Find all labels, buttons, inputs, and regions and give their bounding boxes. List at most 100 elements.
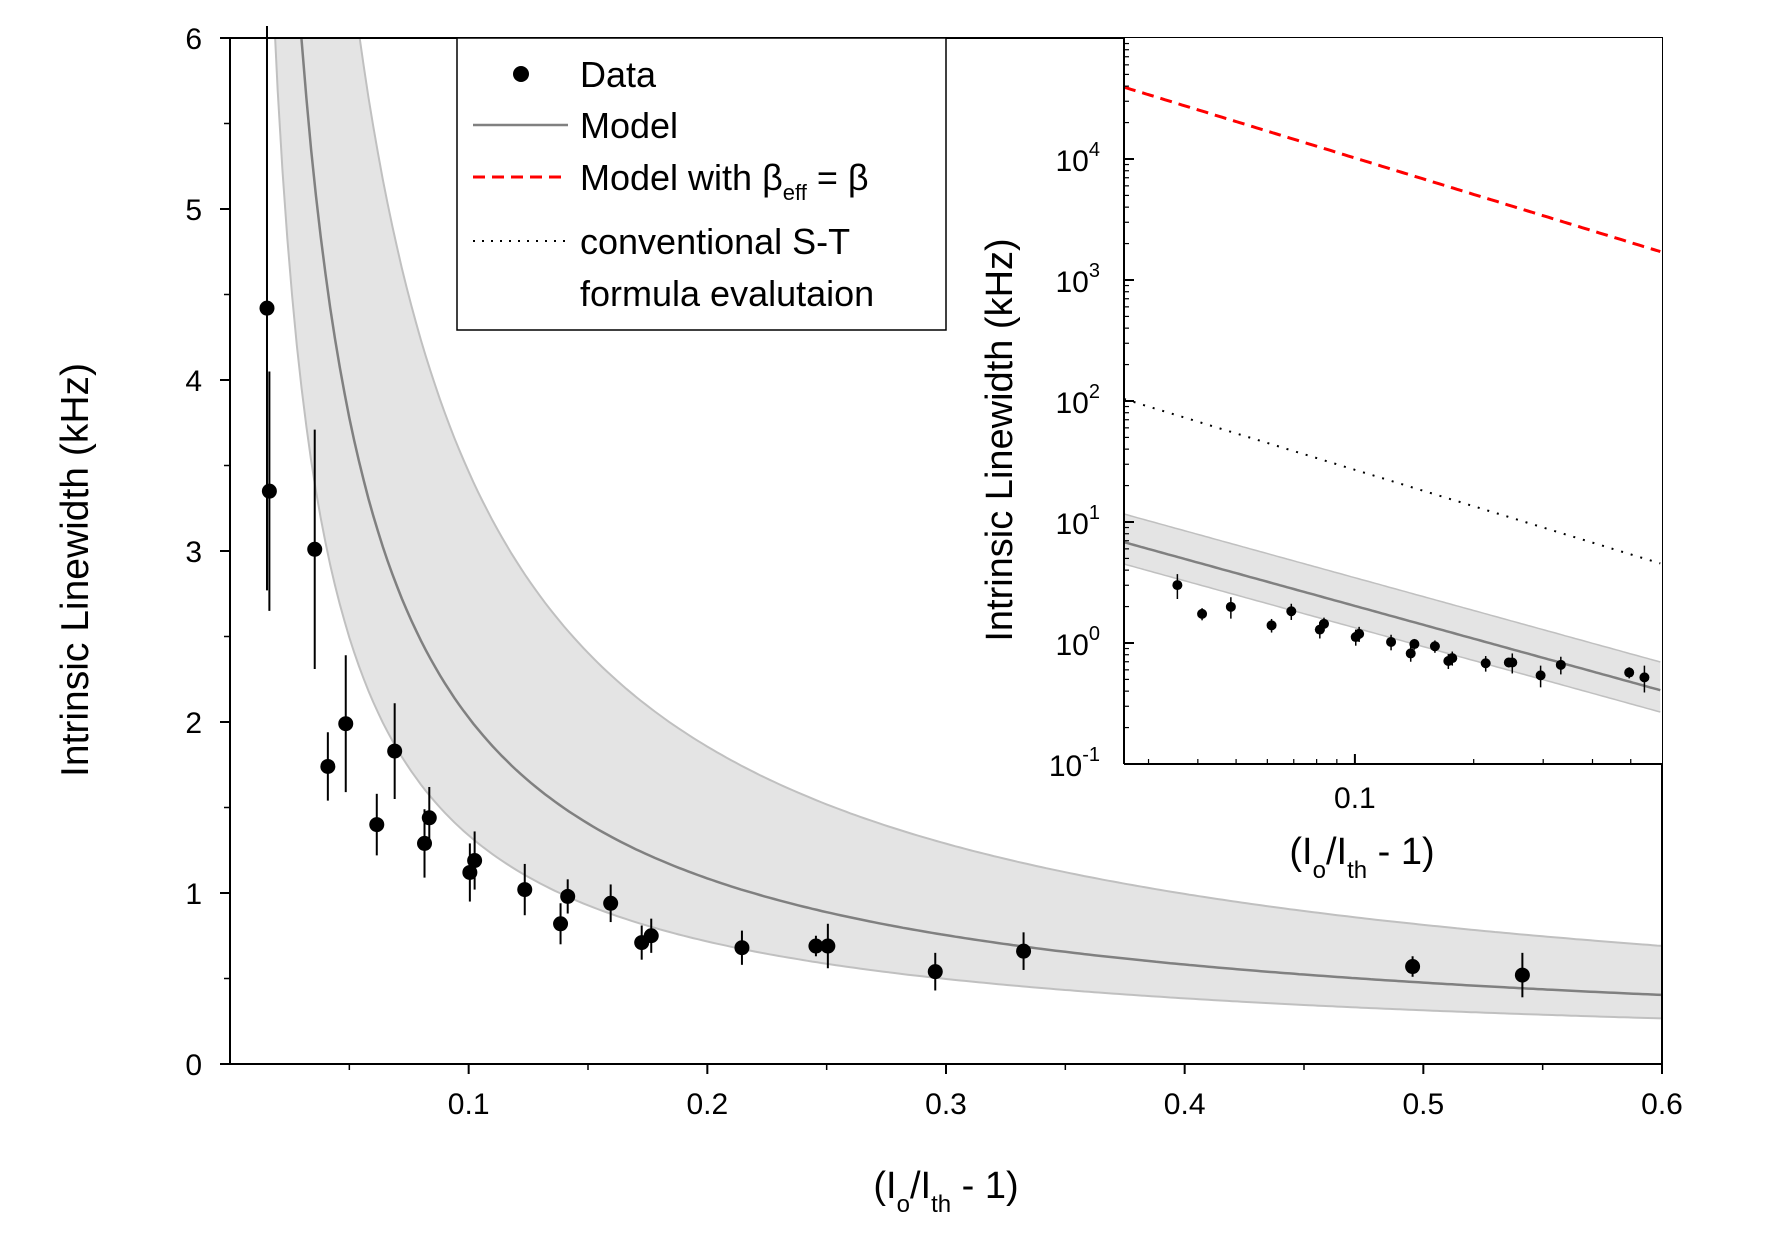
data-marker xyxy=(1405,959,1421,975)
data-point xyxy=(467,831,483,890)
inset-data-point xyxy=(1447,651,1458,666)
data-marker xyxy=(927,964,943,980)
inset-data-point xyxy=(1197,608,1208,621)
data-marker xyxy=(417,835,433,851)
data-marker xyxy=(387,743,403,759)
legend-label-st-line1: conventional S-T xyxy=(580,221,850,262)
data-marker xyxy=(462,864,478,880)
data-marker xyxy=(320,758,336,774)
inset-data-marker xyxy=(1507,657,1518,668)
inset-data-point xyxy=(1507,653,1518,674)
data-point xyxy=(1514,952,1530,998)
inset-data-point xyxy=(1172,574,1183,600)
x-tick-label: 0.6 xyxy=(1641,1088,1683,1121)
inset-x-tick-label: 0.1 xyxy=(1334,782,1376,815)
x-tick-label: 0.1 xyxy=(448,1088,490,1121)
legend-label-model: Model xyxy=(580,105,678,146)
data-point xyxy=(643,918,659,953)
x-tick-label: 0.3 xyxy=(925,1088,967,1121)
data-point xyxy=(307,429,323,669)
inset-data-point xyxy=(1386,634,1397,651)
inset-data-marker xyxy=(1354,628,1365,639)
data-marker xyxy=(421,810,437,826)
data-marker xyxy=(307,541,323,557)
data-point xyxy=(1405,956,1421,977)
main-y-axis-label: Intrinsic Linewidth (kHz) xyxy=(54,363,97,777)
data-marker xyxy=(808,938,824,954)
inset-data-point xyxy=(1555,656,1566,675)
data-marker xyxy=(1016,943,1032,959)
inset-series-st-formula xyxy=(1124,398,1661,565)
inset-data-marker xyxy=(1318,618,1329,629)
inset-data-marker xyxy=(1624,667,1635,678)
data-point xyxy=(927,952,943,991)
inset-series xyxy=(1124,85,1661,565)
main-y-axis: 0 1 2 3 4 5 6 xyxy=(185,23,230,1082)
band-upper-edge xyxy=(358,38,1662,947)
data-point xyxy=(421,786,437,849)
y-tick-label: 6 xyxy=(185,23,202,56)
y-tick-label: 0 xyxy=(185,1049,202,1082)
data-point xyxy=(259,26,275,591)
inset-y-tick-label: 104 xyxy=(1056,139,1101,178)
model-uncertainty-band xyxy=(274,38,1662,1020)
inset-y-axis-label: Intrinsic Linewidth (kHz) xyxy=(979,238,1021,641)
inset-y-tick-label: 101 xyxy=(1056,502,1101,541)
data-marker xyxy=(553,916,569,932)
data-point xyxy=(820,923,836,969)
inset-band-fill xyxy=(1124,514,1661,712)
inset-data-point xyxy=(1639,665,1650,693)
x-tick-label: 0.4 xyxy=(1164,1088,1206,1121)
data-marker xyxy=(517,882,533,898)
inset-y-axis: 10-1 100 101 102 103 104 xyxy=(1049,42,1134,783)
inset-data-marker xyxy=(1225,601,1236,612)
legend-frame xyxy=(456,37,947,331)
inset-data-point xyxy=(1480,656,1491,672)
data-marker xyxy=(560,888,576,904)
inset-data-marker xyxy=(1197,608,1208,619)
data-point xyxy=(462,843,478,902)
data-marker xyxy=(369,817,385,833)
inset-x-axis-label: (Io/Ith - 1) xyxy=(1289,831,1434,884)
inset-model-line xyxy=(1124,540,1661,692)
data-point xyxy=(261,371,277,611)
data-marker xyxy=(820,938,836,954)
inset-data-marker xyxy=(1429,641,1440,652)
y-tick-label: 1 xyxy=(185,878,202,911)
data-marker xyxy=(338,716,354,732)
inset-plot: 0.1 10-1 100 101 102 103 104 Intrinsic Linewi… xyxy=(979,38,1662,884)
data-point xyxy=(603,884,619,923)
inset-data-point xyxy=(1409,638,1420,650)
data-point xyxy=(560,879,576,914)
inset-data-point xyxy=(1318,617,1329,631)
inset-data-marker xyxy=(1480,658,1491,669)
data-marker xyxy=(734,940,750,956)
data-point xyxy=(320,732,336,801)
inset-data-points xyxy=(1172,574,1650,693)
data-marker xyxy=(643,928,659,944)
y-tick-label: 3 xyxy=(185,536,202,569)
data-point xyxy=(517,863,533,916)
inset-data-marker xyxy=(1409,639,1420,650)
x-tick-label: 0.2 xyxy=(686,1088,728,1121)
inset-data-marker xyxy=(1405,648,1416,659)
inset-data-marker xyxy=(1266,620,1277,631)
inset-data-point xyxy=(1354,626,1365,642)
legend-marker-data xyxy=(513,66,529,82)
inset-data-point xyxy=(1535,665,1546,688)
data-point xyxy=(338,655,354,793)
data-marker xyxy=(467,853,483,869)
inset-data-point xyxy=(1429,640,1440,653)
inset-data-point xyxy=(1266,618,1277,633)
inset-data-point xyxy=(1225,597,1236,619)
inset-model-band xyxy=(1124,513,1661,713)
inset-data-marker xyxy=(1535,670,1546,681)
legend-label-st-line2: formula evalutaion xyxy=(580,273,874,314)
inset-data-marker xyxy=(1447,653,1458,664)
data-marker xyxy=(261,483,277,499)
model-curve xyxy=(300,38,1662,997)
inset-data-marker xyxy=(1286,606,1297,617)
main-x-axis-label: (Io/Ith - 1) xyxy=(873,1165,1018,1218)
inset-data-marker xyxy=(1386,636,1397,647)
